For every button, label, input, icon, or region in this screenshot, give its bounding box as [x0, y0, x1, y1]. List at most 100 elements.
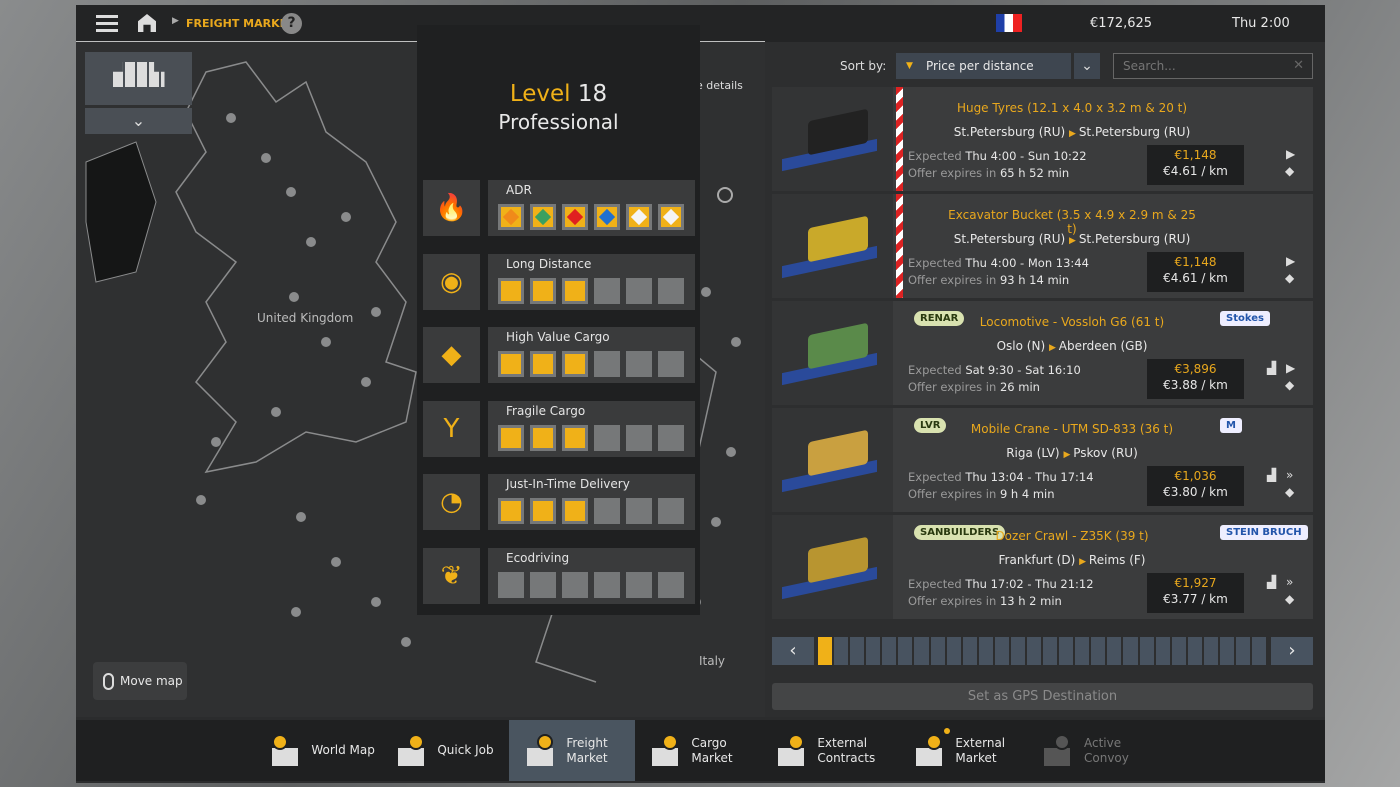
expected-time: Expected Thu 4:00 - Mon 13:44	[908, 256, 1089, 270]
cargo-filter-button[interactable]	[85, 52, 192, 105]
adr-class-icon	[530, 204, 556, 230]
skill-row[interactable]: Y Fragile Cargo	[423, 400, 695, 457]
fast-forward-icon: ▶	[1286, 361, 1296, 375]
expected-time: Expected Thu 4:00 - Sun 10:22	[908, 149, 1087, 163]
page-segment[interactable]	[834, 637, 849, 665]
page-segment[interactable]	[1107, 637, 1122, 665]
page-segment[interactable]	[1043, 637, 1058, 665]
pallet-icon	[112, 61, 165, 87]
page-segment[interactable]	[978, 637, 993, 665]
expected-label: Expected	[908, 363, 962, 377]
quick-job-icon	[394, 733, 427, 768]
menu-icon[interactable]	[96, 15, 118, 32]
filter-expand-button[interactable]: ⌄	[85, 108, 192, 134]
page-segment[interactable]	[930, 637, 945, 665]
set-gps-button[interactable]: Set as GPS Destination	[772, 683, 1313, 710]
job-offer-card[interactable]: Huge Tyres (12.1 x 4.0 x 3.2 m & 20 t) S…	[772, 87, 1313, 191]
page-segment[interactable]	[946, 637, 961, 665]
page-segment[interactable]	[1252, 637, 1267, 665]
skill-row[interactable]: ◆ High Value Cargo	[423, 327, 695, 383]
route: Oslo (N) ▶ Aberdeen (GB)	[912, 339, 1232, 353]
page-segment[interactable]	[1171, 637, 1186, 665]
nav-external-market[interactable]: External Market	[898, 720, 1024, 781]
pager: ‹ ›	[772, 637, 1313, 665]
home-icon[interactable]	[138, 14, 156, 32]
expected-time: Expected Sat 9:30 - Sat 16:10	[908, 363, 1081, 377]
skill-level-square	[562, 277, 588, 304]
fast-forward-icon: »	[1286, 575, 1294, 589]
page-segment[interactable]	[898, 637, 913, 665]
skill-level-square	[594, 571, 620, 598]
page-segment[interactable]	[994, 637, 1009, 665]
page-segment[interactable]	[850, 637, 865, 665]
nav-world-map[interactable]: World Map	[254, 720, 380, 781]
expected-value: Thu 4:00 - Mon 13:44	[965, 256, 1089, 270]
search-input[interactable]	[1114, 54, 1284, 78]
breadcrumb-chevron-icon: ▶	[172, 16, 179, 26]
page-segment[interactable]	[1219, 637, 1235, 665]
skill-row[interactable]: ◉ Long Distance	[423, 253, 695, 310]
job-offer-card[interactable]: Excavator Bucket (3.5 x 4.9 x 2.9 m & 25…	[772, 194, 1313, 298]
offer-expiry: Offer expires in 93 h 14 min	[908, 273, 1069, 287]
skill-level-square	[658, 351, 684, 377]
expires-label: Offer expires in	[908, 487, 997, 501]
nav-quick-job[interactable]: Quick Job	[380, 720, 506, 781]
details-label[interactable]: e details	[696, 79, 743, 92]
cargo-thumbnail	[772, 194, 893, 298]
help-icon[interactable]: ?	[281, 13, 302, 34]
freight-market-icon	[523, 733, 556, 768]
page-segment[interactable]	[882, 637, 897, 665]
page-segment[interactable]	[962, 637, 977, 665]
adr-class-icon	[626, 204, 652, 230]
page-segment[interactable]	[1139, 637, 1154, 665]
pager-prev-button[interactable]: ‹	[772, 637, 814, 665]
route-arrow-icon: ▶	[1069, 236, 1079, 246]
page-segment[interactable]	[1010, 637, 1026, 665]
skill-level-box: Just-In-Time Delivery	[488, 474, 695, 530]
cargo-title: Huge Tyres (12.1 x 4.0 x 3.2 m & 20 t)	[956, 101, 1188, 115]
cargo-thumbnail	[772, 301, 893, 405]
skill-level-square	[626, 498, 652, 524]
page-segment[interactable]	[866, 637, 881, 665]
nav-cargo-market[interactable]: Cargo Market	[634, 720, 760, 781]
job-offer-card[interactable]: RENAR Stokes Locomotive - Vossloh G6 (61 t…	[772, 301, 1313, 405]
breadcrumb[interactable]: FREIGHT MARKET	[186, 17, 295, 30]
skill-row[interactable]: ❦ Ecodriving	[423, 547, 695, 604]
nav-label: Quick Job	[437, 743, 494, 757]
offer-expiry: Offer expires in 65 h 52 min	[908, 166, 1069, 180]
page-segment[interactable]	[1123, 637, 1138, 665]
nav-label: World Map	[311, 743, 375, 757]
page-segment[interactable]	[1203, 637, 1218, 665]
clear-search-icon[interactable]: ✕	[1293, 58, 1304, 73]
page-segment[interactable]	[1155, 637, 1170, 665]
job-offer-card[interactable]: LVR M Mobile Crane - UTM SD-833 (36 t) Rig…	[772, 408, 1313, 512]
weight-icon: ▟	[1267, 361, 1277, 375]
nav-freight-market[interactable]: Freight Market	[509, 720, 635, 781]
search-box[interactable]: ✕	[1113, 53, 1313, 79]
page-segment[interactable]	[818, 637, 833, 665]
expected-value: Sat 9:30 - Sat 16:10	[965, 363, 1081, 377]
cargo-thumbnail	[772, 87, 893, 191]
nav-external-contracts[interactable]: External Contracts	[760, 720, 886, 781]
page-segment[interactable]	[1091, 637, 1106, 665]
page-segment[interactable]	[1027, 637, 1042, 665]
route-to: St.Petersburg (RU)	[1078, 232, 1191, 246]
pager-next-button[interactable]: ›	[1271, 637, 1313, 665]
job-offer-card[interactable]: SANBUILDERS STEIN BRUCH Dozer Crawl - Z35K…	[772, 515, 1313, 619]
page-segment[interactable]	[1236, 637, 1251, 665]
move-map-hint: Move map	[93, 662, 187, 700]
sort-expand-button[interactable]: ⌄	[1074, 53, 1100, 79]
nav-label: Active Convoy	[1084, 735, 1129, 765]
expires-label: Offer expires in	[908, 594, 997, 608]
page-segment[interactable]	[914, 637, 929, 665]
page-segment[interactable]	[1075, 637, 1090, 665]
skill-level-square	[626, 277, 652, 304]
nav-label: Freight Market	[566, 735, 608, 765]
level-number: 18	[577, 81, 608, 107]
page-segment[interactable]	[1059, 637, 1074, 665]
skill-row[interactable]: ◔ Just-In-Time Delivery	[423, 474, 695, 530]
page-segment[interactable]	[1187, 637, 1202, 665]
expires-value: 65 h 52 min	[999, 166, 1070, 180]
skill-row[interactable]: 🔥 ADR	[423, 180, 695, 236]
sort-dropdown[interactable]: ▼ Price per distance	[896, 53, 1071, 79]
